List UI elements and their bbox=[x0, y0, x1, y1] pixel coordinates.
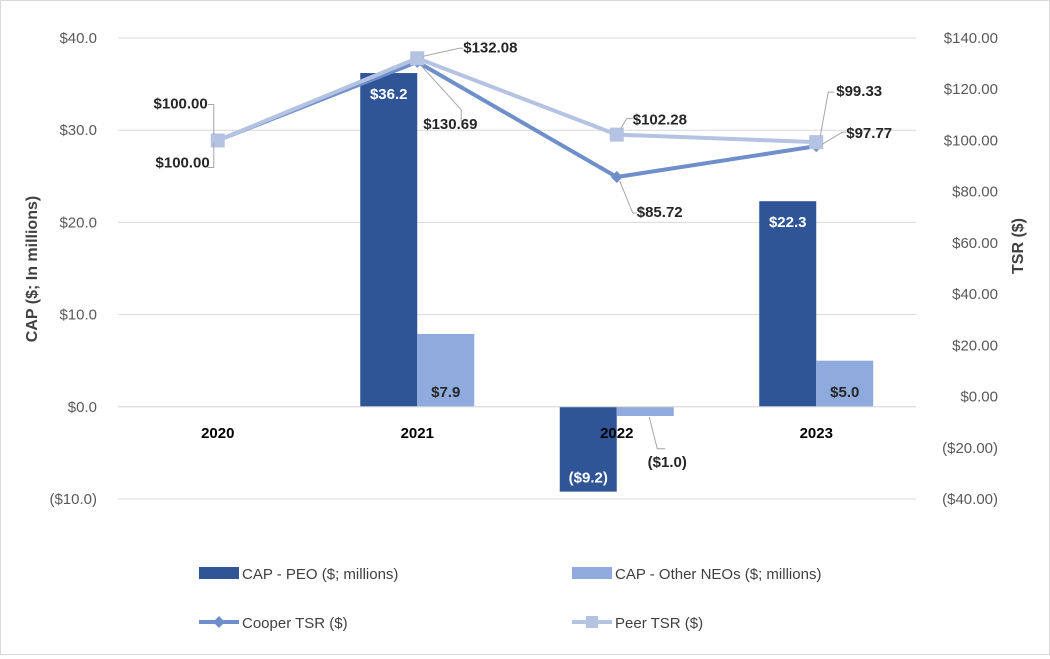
right-tick-label: $120.00 bbox=[944, 81, 998, 98]
leader-line bbox=[423, 47, 464, 57]
right-axis-ticks: ($40.00) ($20.00) $0.00 $20.00 $40.00 $60.00 $… bbox=[942, 30, 998, 508]
left-tick-label: $0.0 bbox=[68, 399, 97, 416]
line-data-labels: $100.00 $130.69 $85.72 $97.77 $100.00 $132.08… bbox=[154, 39, 893, 221]
legend-label: Peer TSR ($) bbox=[615, 615, 703, 632]
bar-peo-2022 bbox=[559, 406, 617, 492]
line-data-label: $102.28 bbox=[633, 112, 687, 129]
category-label: 2021 bbox=[401, 425, 434, 442]
left-tick-label: $10.0 bbox=[59, 307, 97, 324]
right-tick-label: $100.00 bbox=[944, 132, 998, 149]
bar-data-label: $22.3 bbox=[769, 214, 807, 231]
leader-line bbox=[648, 416, 666, 450]
right-tick-label: $80.00 bbox=[952, 184, 998, 201]
bar-data-label: $5.0 bbox=[830, 384, 859, 401]
marker-peer-tsr bbox=[410, 51, 425, 66]
category-label: 2020 bbox=[201, 425, 234, 442]
legend-swatch bbox=[572, 567, 612, 579]
bar-other-neos-2021 bbox=[417, 333, 475, 407]
bar-peo-2021 bbox=[360, 73, 418, 407]
legend-label: CAP - Other NEOs ($; millions) bbox=[615, 566, 821, 583]
left-tick-label: $30.0 bbox=[59, 122, 97, 139]
left-axis-ticks: ($10.0) $0.0 $10.0 $20.0 $30.0 $40.0 bbox=[49, 30, 97, 508]
line-data-label: $100.00 bbox=[154, 95, 208, 112]
right-tick-label: ($40.00) bbox=[942, 491, 998, 508]
bar-data-labels: $36.2 ($9.2) $22.3 $7.9 ($1.0) $5.0 bbox=[370, 86, 859, 487]
leader-line bbox=[207, 142, 215, 168]
bar-other-neos-2022 bbox=[616, 406, 674, 417]
leader-line bbox=[420, 65, 462, 122]
bar-peo-2023 bbox=[759, 201, 817, 407]
marker-cooper-tsr bbox=[610, 171, 623, 184]
legend-label: CAP - PEO ($; millions) bbox=[242, 566, 398, 583]
line-data-label: $100.00 bbox=[156, 154, 210, 171]
right-tick-label: $0.00 bbox=[960, 389, 998, 406]
bar-data-label: $7.9 bbox=[431, 384, 460, 401]
legend-label: Cooper TSR ($) bbox=[242, 615, 348, 632]
line-peer-tsr bbox=[216, 56, 817, 145]
legend-marker bbox=[213, 616, 225, 628]
bar-data-label: ($1.0) bbox=[648, 454, 687, 471]
tsr-lines bbox=[210, 51, 824, 184]
legend-marker bbox=[586, 616, 598, 628]
left-tick-label: $40.0 bbox=[59, 30, 97, 47]
line-data-label: $97.77 bbox=[846, 125, 892, 142]
line-data-label: $99.33 bbox=[836, 83, 882, 100]
left-tick-label: ($10.0) bbox=[49, 491, 97, 508]
leader-line bbox=[819, 91, 835, 137]
line-data-label: $132.08 bbox=[463, 39, 517, 56]
category-label: 2022 bbox=[600, 425, 633, 442]
bars bbox=[360, 73, 874, 492]
left-axis-title: CAP ($; In millions) bbox=[24, 196, 41, 342]
leader-line bbox=[619, 180, 637, 214]
right-tick-label: $60.00 bbox=[952, 235, 998, 252]
right-tick-label: $20.00 bbox=[952, 337, 998, 354]
marker-peer-tsr bbox=[809, 135, 824, 150]
left-tick-label: $20.0 bbox=[59, 214, 97, 231]
leader-line bbox=[207, 103, 215, 135]
line-data-label: $85.72 bbox=[637, 204, 683, 221]
bar-data-label: ($9.2) bbox=[569, 470, 608, 487]
right-axis-title: TSR ($) bbox=[1010, 218, 1027, 274]
category-labels: 2020 2021 2022 2023 bbox=[201, 425, 833, 442]
legend-swatch bbox=[199, 567, 239, 579]
bar-data-label: $36.2 bbox=[370, 86, 408, 103]
line-cooper-tsr bbox=[217, 59, 817, 180]
marker-peer-tsr bbox=[609, 127, 624, 142]
line-data-label: $130.69 bbox=[423, 116, 477, 133]
marker-peer-tsr bbox=[210, 133, 225, 148]
bar-other-neos-2023 bbox=[816, 360, 874, 407]
leader-line bbox=[620, 118, 633, 129]
category-label: 2023 bbox=[800, 425, 833, 442]
right-tick-label: $40.00 bbox=[952, 286, 998, 303]
right-tick-label: $140.00 bbox=[944, 30, 998, 47]
leader-line bbox=[821, 131, 847, 145]
legend: CAP - PEO ($; millions) CAP - Other NEOs … bbox=[199, 566, 821, 632]
right-tick-label: ($20.00) bbox=[942, 440, 998, 457]
